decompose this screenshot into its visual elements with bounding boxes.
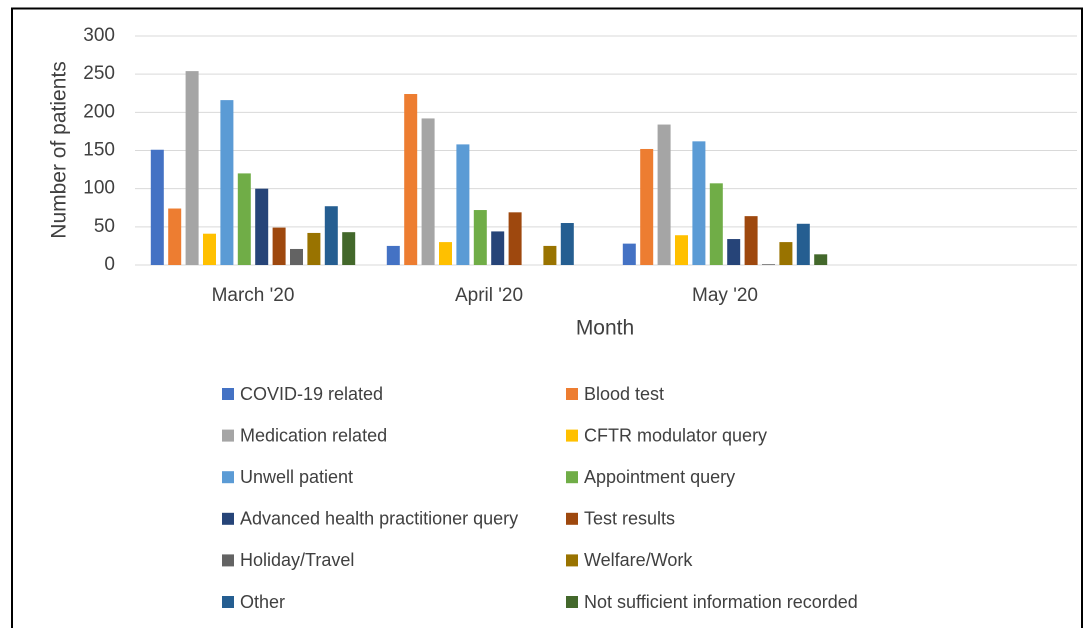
bar xyxy=(404,94,418,265)
y-tick-label: 100 xyxy=(83,178,115,199)
bar xyxy=(779,242,793,265)
bar xyxy=(307,232,321,265)
legend-label: Advanced health practitioner query xyxy=(240,509,518,529)
bar xyxy=(439,242,452,265)
bar xyxy=(744,216,758,265)
legend-marker xyxy=(566,596,578,608)
legend-label: Welfare/Work xyxy=(584,550,693,570)
bar xyxy=(709,183,723,265)
legend-marker xyxy=(566,471,578,484)
bar xyxy=(508,212,522,265)
y-tick-label: 150 xyxy=(83,140,115,161)
bar xyxy=(150,149,164,265)
legend-label: Other xyxy=(240,592,285,612)
legend-marker xyxy=(566,429,578,442)
bar xyxy=(473,210,487,265)
bar xyxy=(220,100,234,266)
x-tick-label: May '20 xyxy=(692,285,758,306)
legend-marker xyxy=(222,388,234,400)
bar xyxy=(796,223,810,265)
bar xyxy=(203,233,216,265)
bar xyxy=(640,148,654,265)
legend-label: COVID-19 related xyxy=(240,384,383,404)
legend-label: Holiday/Travel xyxy=(240,550,354,570)
bar xyxy=(491,231,505,265)
bar xyxy=(622,243,636,265)
legend-label: Test results xyxy=(584,509,675,529)
bar xyxy=(762,264,775,265)
legend-label: Not sufficient information recorded xyxy=(584,592,858,612)
x-axis-title: Month xyxy=(576,317,634,340)
y-tick-label: 50 xyxy=(94,216,115,237)
bar xyxy=(386,245,400,265)
legend-label: CFTR modulator query xyxy=(584,425,767,445)
bar xyxy=(657,124,671,266)
legend-marker xyxy=(222,596,234,608)
legend-marker xyxy=(222,554,234,567)
y-tick-label: 200 xyxy=(83,101,115,122)
bar xyxy=(237,173,251,265)
legend-label: Medication related xyxy=(240,425,387,445)
bar xyxy=(290,248,303,265)
bar xyxy=(168,208,182,265)
y-tick-label: 0 xyxy=(104,254,115,275)
bar xyxy=(255,188,269,265)
legend-marker xyxy=(566,388,578,400)
bar xyxy=(543,245,557,265)
legend-label: Appointment query xyxy=(584,467,735,487)
bar xyxy=(560,223,574,265)
bar xyxy=(814,254,828,265)
legend-marker xyxy=(222,429,234,442)
legend-label: Blood test xyxy=(584,384,664,404)
y-tick-label: 250 xyxy=(83,63,115,84)
bar xyxy=(185,71,199,265)
legend-marker xyxy=(222,512,234,525)
bar xyxy=(727,239,741,265)
bar xyxy=(692,141,706,265)
x-tick-label: March '20 xyxy=(212,285,295,306)
x-tick-label: April '20 xyxy=(455,285,523,306)
bar xyxy=(342,232,356,265)
y-tick-label: 300 xyxy=(83,25,115,46)
bar xyxy=(421,118,435,265)
bar xyxy=(675,235,688,265)
y-axis-title: Number of patients xyxy=(48,61,71,238)
legend-marker xyxy=(222,471,234,484)
legend-marker xyxy=(566,554,578,567)
bar xyxy=(324,206,338,265)
bar xyxy=(456,144,470,265)
legend-label: Unwell patient xyxy=(240,467,353,487)
legend-marker xyxy=(566,512,578,525)
bar xyxy=(272,227,286,265)
frame xyxy=(11,7,1083,628)
